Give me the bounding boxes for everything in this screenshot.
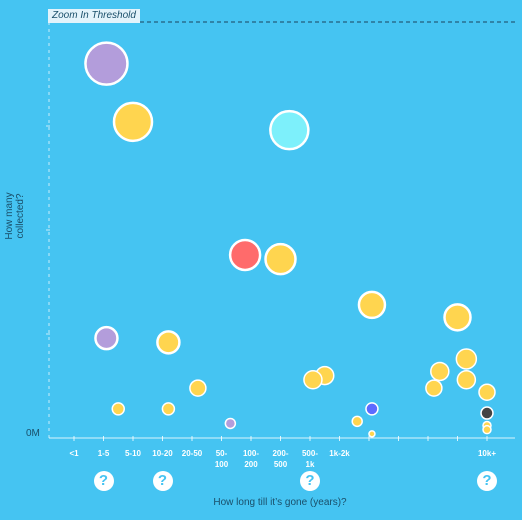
question-mark-icon[interactable]: ? [93,471,114,491]
x-tick-label: 10-20 [152,449,173,458]
x-tick-label: 1-5 [97,449,110,458]
bubble-point [351,415,363,428]
bubble-point [430,361,450,382]
x-tick-label: 20-50 [181,449,203,458]
x-tick-label: 5-10 [124,449,141,458]
bubble-point [368,430,376,438]
bubble-point [480,406,494,420]
bubble-point [365,402,379,416]
bubble-point [264,242,297,276]
x-tick-label: 1k-2k [329,449,350,458]
bubble-point [482,424,492,435]
y-axis-label: How many collected? [4,192,26,240]
bubble-point [94,325,119,351]
bubble-point [478,383,496,401]
zoom-threshold-label[interactable]: Zoom In Threshold [48,9,140,23]
bubble-point [303,370,323,390]
x-tick-label: 10k+ [477,449,497,458]
bubble-point [455,348,478,370]
x-tick-label: 200- 500 [272,449,289,469]
question-mark-icon[interactable]: ? [152,471,173,491]
x-axis-label: How long till it’s gone (years)? [213,497,347,508]
bubble-point [161,402,176,416]
bubble-point [224,417,237,430]
x-tick-label: 500- 1k [301,449,318,469]
bubble-point [111,402,125,416]
y-tick-label: 0M [26,428,40,439]
bubble-point [228,238,262,272]
x-tick-label: 50- 100 [214,449,229,469]
bubble-point [84,41,129,86]
question-mark-icon[interactable]: ? [477,471,497,491]
bubble-point [456,370,477,390]
bubble-point [269,109,310,151]
bubble-point [156,330,181,355]
bubble-point [189,379,207,397]
bubble-point [357,290,387,320]
bubble-point [443,303,472,332]
bubble-point [425,379,443,397]
x-tick-label: <1 [69,449,79,458]
x-tick-label: 100- 200 [242,449,259,469]
bubble-point [112,101,154,143]
question-mark-icon[interactable]: ? [300,471,320,491]
